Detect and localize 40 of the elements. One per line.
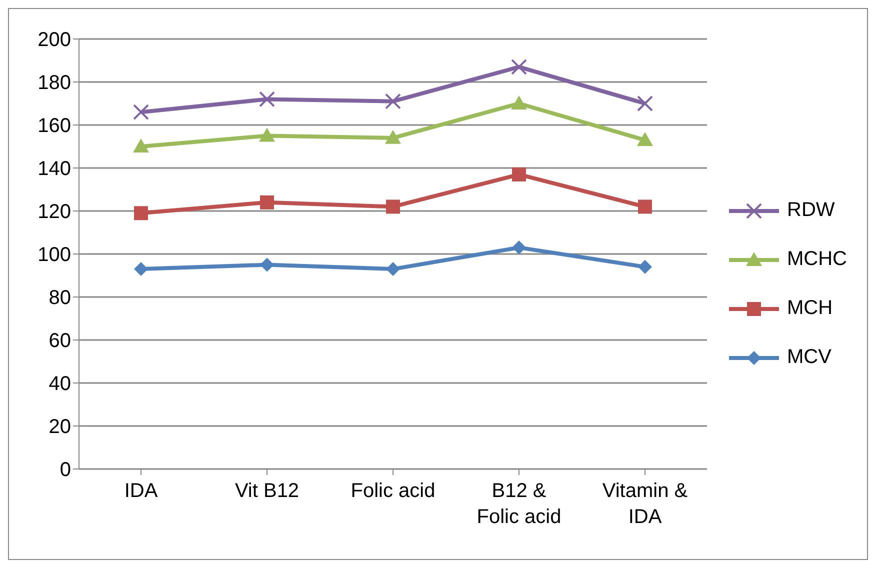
point (134, 206, 148, 220)
point (512, 240, 526, 255)
point (511, 58, 527, 75)
point (259, 128, 275, 142)
x-tick-label: Vitamin & IDA (602, 480, 688, 528)
y-tick-label: 160 (38, 115, 71, 138)
point (385, 93, 401, 110)
y-tick-label: 80 (48, 287, 71, 310)
y-tick-label: 140 (38, 158, 71, 180)
y-tick-label: 40 (48, 373, 71, 396)
point (638, 200, 652, 214)
point (511, 96, 527, 110)
legend-label: RDW (787, 199, 835, 222)
point (637, 132, 653, 146)
y-tick-label: 20 (48, 416, 71, 438)
point (637, 96, 653, 112)
x-tick-label: Folic acid (350, 480, 436, 502)
x-tick-label: IDA (124, 480, 158, 502)
y-tick-label: 180 (38, 72, 71, 94)
point (259, 91, 275, 108)
point (134, 262, 148, 276)
point (260, 258, 274, 272)
point (260, 195, 274, 210)
point (386, 200, 400, 214)
y-tick-label: 60 (48, 330, 71, 352)
y-tick-label: 200 (38, 29, 71, 52)
point (512, 167, 526, 182)
x-tick-label: B12 & Folic acid (476, 480, 562, 528)
y-tick-label: 100 (38, 244, 71, 266)
point (386, 262, 400, 276)
legend-label: MCHC (787, 248, 847, 271)
point (133, 138, 149, 152)
point (638, 260, 652, 274)
y-tick-label: 0 (60, 459, 71, 482)
point (385, 130, 401, 144)
point (133, 104, 149, 120)
legend-label: MCV (787, 346, 832, 369)
x-tick-label: Vit B12 (234, 480, 300, 502)
legend-label: MCH (787, 297, 833, 320)
y-tick-label: 120 (38, 201, 71, 224)
